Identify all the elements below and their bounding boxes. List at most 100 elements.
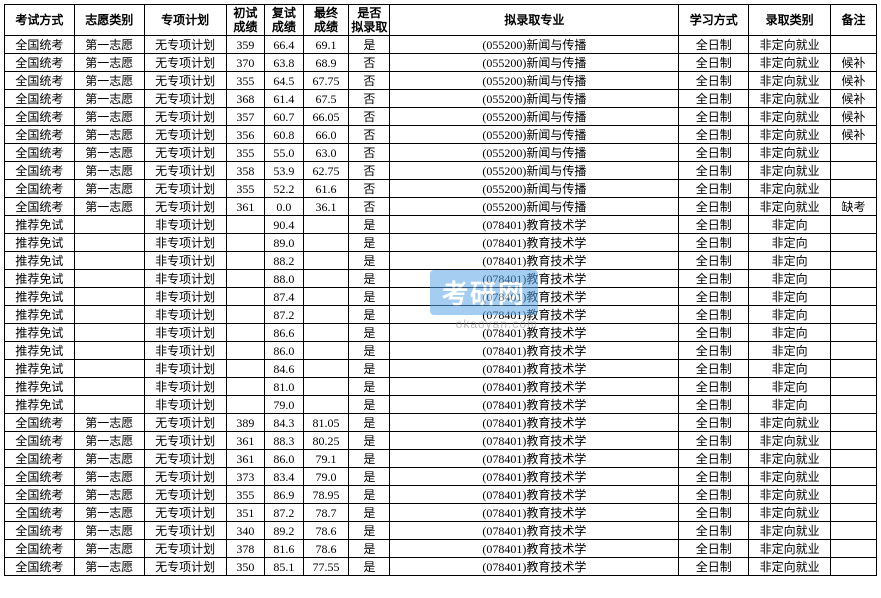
col-header-2: 专项计划 [144, 5, 226, 36]
col-header-5: 最终成绩 [303, 5, 349, 36]
cell: 86.6 [265, 324, 304, 342]
cell: 全日制 [679, 90, 749, 108]
cell: 全国统考 [5, 414, 75, 432]
cell: 无专项计划 [144, 162, 226, 180]
cell: 非定向就业 [749, 108, 831, 126]
cell: 非定向就业 [749, 54, 831, 72]
cell: 87.2 [265, 306, 304, 324]
cell: 355 [226, 486, 265, 504]
cell: 78.6 [303, 540, 349, 558]
cell: 非定向就业 [749, 450, 831, 468]
cell: 85.1 [265, 558, 304, 576]
cell: 否 [349, 162, 390, 180]
col-header-10: 备注 [831, 5, 877, 36]
cell: 88.2 [265, 252, 304, 270]
cell: (078401)教育技术学 [390, 540, 679, 558]
table-row: 推荐免试非专项计划81.0是(078401)教育技术学全日制非定向 [5, 378, 877, 396]
cell: 全日制 [679, 108, 749, 126]
cell: 无专项计划 [144, 468, 226, 486]
cell: 全国统考 [5, 180, 75, 198]
cell: 推荐免试 [5, 216, 75, 234]
cell: 非专项计划 [144, 234, 226, 252]
table-row: 全国统考第一志愿无专项计划35760.766.05否(055200)新闻与传播全… [5, 108, 877, 126]
col-header-7: 拟录取专业 [390, 5, 679, 36]
cell: 第一志愿 [74, 558, 144, 576]
admission-table: 考试方式志愿类别专项计划初试成绩复试成绩最终成绩是否拟录取拟录取专业学习方式录取… [4, 4, 877, 576]
cell: 否 [349, 126, 390, 144]
cell [831, 522, 877, 540]
cell: 全日制 [679, 324, 749, 342]
table-header: 考试方式志愿类别专项计划初试成绩复试成绩最终成绩是否拟录取拟录取专业学习方式录取… [5, 5, 877, 36]
cell: 非定向就业 [749, 36, 831, 54]
cell: (078401)教育技术学 [390, 558, 679, 576]
cell: 78.6 [303, 522, 349, 540]
cell: 推荐免试 [5, 252, 75, 270]
cell: 第一志愿 [74, 54, 144, 72]
cell: (055200)新闻与传播 [390, 180, 679, 198]
cell [831, 486, 877, 504]
cell: 推荐免试 [5, 342, 75, 360]
table-row: 全国统考第一志愿无专项计划35085.177.55是(078401)教育技术学全… [5, 558, 877, 576]
cell: 60.8 [265, 126, 304, 144]
cell: 全日制 [679, 216, 749, 234]
cell [831, 288, 877, 306]
table-body: 全国统考第一志愿无专项计划35966.469.1是(055200)新闻与传播全日… [5, 36, 877, 576]
cell: 60.7 [265, 108, 304, 126]
table-row: 推荐免试非专项计划86.0是(078401)教育技术学全日制非定向 [5, 342, 877, 360]
cell: 非定向 [749, 216, 831, 234]
cell [226, 396, 265, 414]
cell: 355 [226, 144, 265, 162]
cell [74, 234, 144, 252]
cell [831, 162, 877, 180]
cell: 无专项计划 [144, 126, 226, 144]
cell [831, 216, 877, 234]
cell: 全日制 [679, 270, 749, 288]
cell: 是 [349, 522, 390, 540]
cell: 全日制 [679, 72, 749, 90]
cell: 全日制 [679, 486, 749, 504]
cell: 66.4 [265, 36, 304, 54]
cell [74, 396, 144, 414]
cell: 非专项计划 [144, 288, 226, 306]
cell [831, 36, 877, 54]
cell: 69.1 [303, 36, 349, 54]
cell: 非定向 [749, 270, 831, 288]
table-row: 全国统考第一志愿无专项计划35660.866.0否(055200)新闻与传播全日… [5, 126, 877, 144]
cell: 79.0 [303, 468, 349, 486]
cell: 候补 [831, 90, 877, 108]
cell [74, 360, 144, 378]
cell: 第一志愿 [74, 432, 144, 450]
cell: 非专项计划 [144, 252, 226, 270]
cell: 推荐免试 [5, 288, 75, 306]
cell: 非定向就业 [749, 72, 831, 90]
table-row: 推荐免试非专项计划88.2是(078401)教育技术学全日制非定向 [5, 252, 877, 270]
cell: 是 [349, 234, 390, 252]
cell: 第一志愿 [74, 126, 144, 144]
cell: 非专项计划 [144, 378, 226, 396]
cell [303, 360, 349, 378]
cell: 非定向就业 [749, 522, 831, 540]
cell [74, 252, 144, 270]
cell: 否 [349, 54, 390, 72]
cell: 无专项计划 [144, 90, 226, 108]
cell: 是 [349, 414, 390, 432]
cell: 84.3 [265, 414, 304, 432]
cell: 89.2 [265, 522, 304, 540]
col-header-1: 志愿类别 [74, 5, 144, 36]
cell: 全日制 [679, 144, 749, 162]
cell: 否 [349, 90, 390, 108]
cell: 否 [349, 144, 390, 162]
cell: 推荐免试 [5, 396, 75, 414]
cell [831, 180, 877, 198]
table-row: 全国统考第一志愿无专项计划37383.479.0是(078401)教育技术学全日… [5, 468, 877, 486]
cell: 是 [349, 324, 390, 342]
cell: 全日制 [679, 558, 749, 576]
cell: 第一志愿 [74, 72, 144, 90]
cell: 无专项计划 [144, 54, 226, 72]
cell: 无专项计划 [144, 558, 226, 576]
cell: (078401)教育技术学 [390, 324, 679, 342]
cell: 第一志愿 [74, 144, 144, 162]
cell [303, 288, 349, 306]
cell: 全日制 [679, 288, 749, 306]
cell: (078401)教育技术学 [390, 522, 679, 540]
